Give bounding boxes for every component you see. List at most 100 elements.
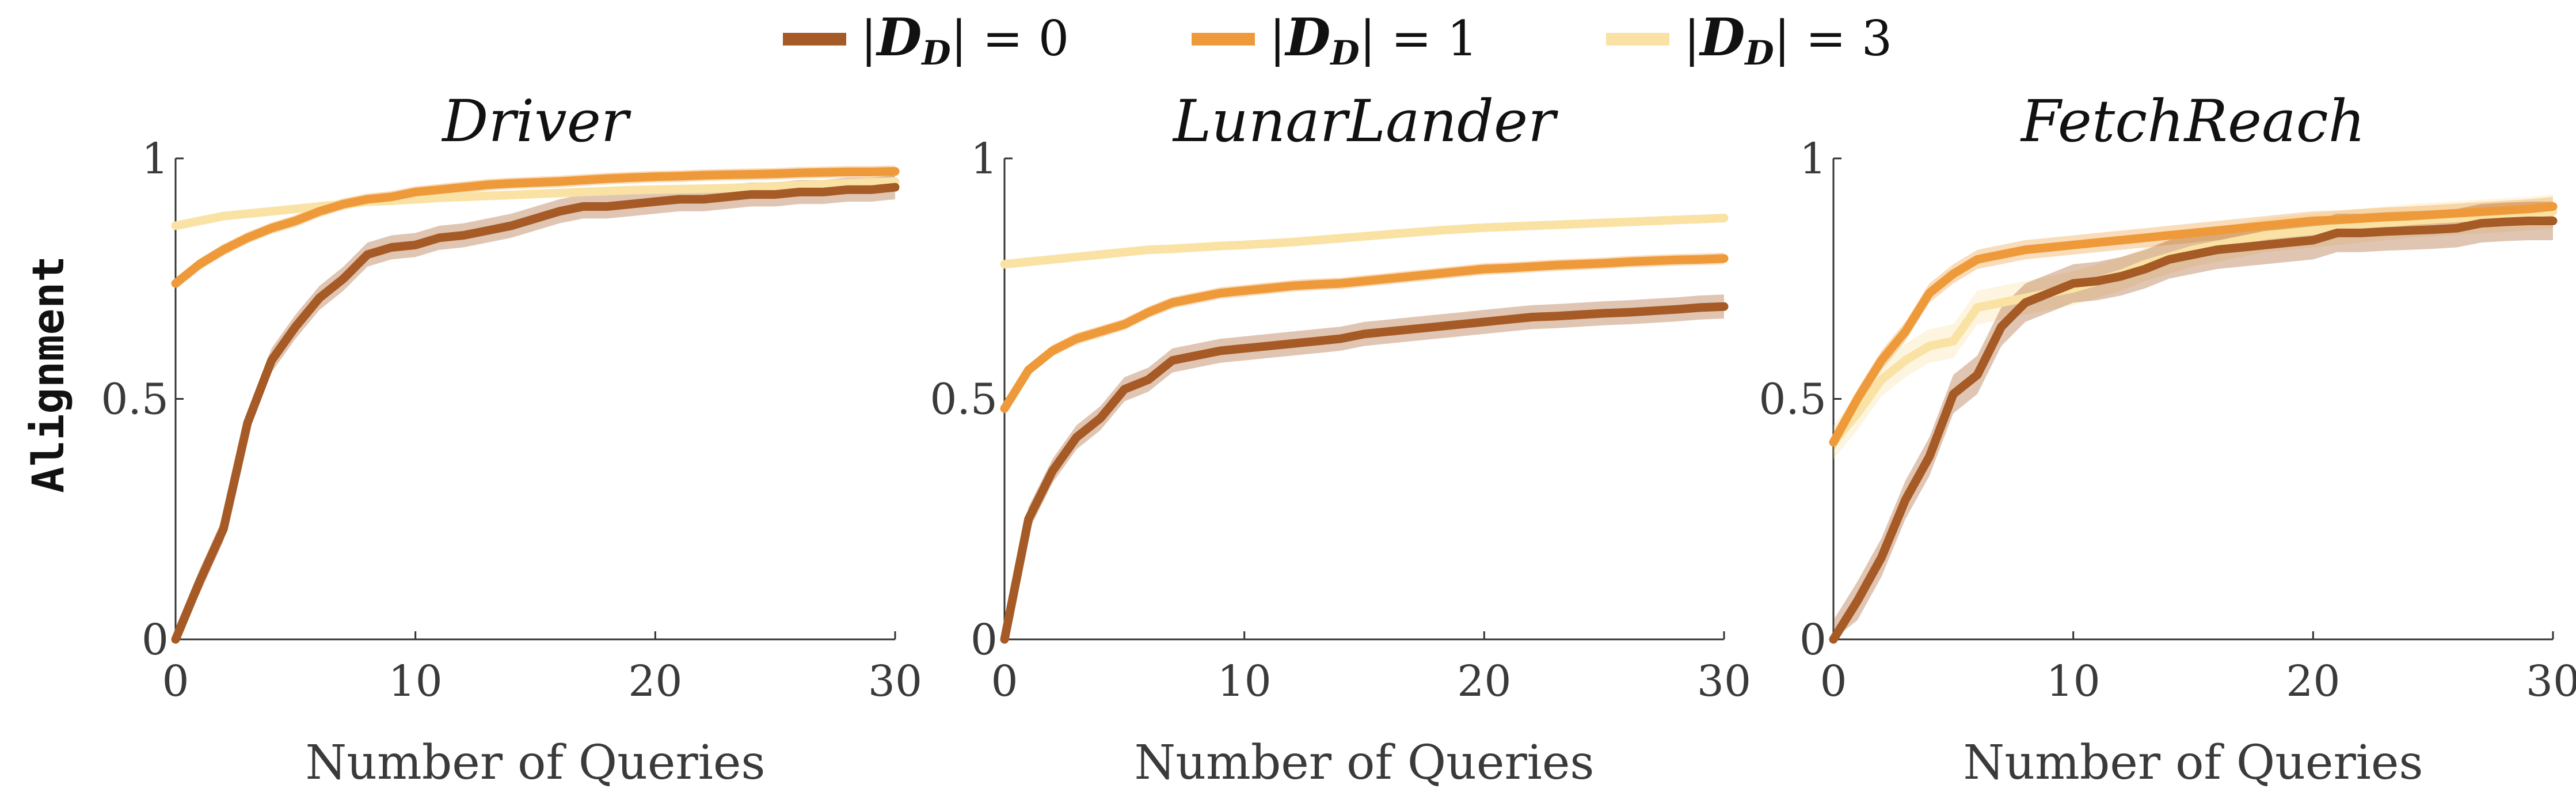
data-point-d0 [2168, 259, 2170, 260]
series-band-d1 [1833, 196, 2553, 452]
data-point-d3 [1268, 243, 1269, 244]
data-point-d0 [391, 247, 392, 248]
data-point-d3 [223, 215, 224, 217]
y-tick-label: 1 [1799, 134, 1827, 184]
data-point-d3 [1436, 230, 1437, 231]
data-point-d3 [1364, 236, 1365, 237]
x-tick-label: 10 [1217, 657, 1272, 706]
x-axis-title: Number of Queries [1964, 736, 2423, 790]
data-point-d1 [1172, 302, 1173, 303]
data-point-d3 [1953, 340, 1954, 342]
x-tick-label: 30 [1697, 657, 1751, 706]
data-point-d3 [1148, 249, 1149, 251]
data-point-d3 [1220, 245, 1221, 247]
data-point-d1 [511, 183, 512, 184]
data-point-d1 [1268, 288, 1269, 289]
data-point-d3 [1508, 226, 1509, 228]
legend-item-d3: |DD| = 3 [1606, 7, 1892, 73]
data-point-d1 [559, 181, 560, 182]
data-point-d1 [1004, 408, 1005, 409]
data-point-d1 [1483, 268, 1485, 270]
data-point-d0 [1905, 499, 1906, 501]
data-point-d1 [2337, 219, 2338, 221]
data-point-d1 [1148, 312, 1149, 313]
y-tick-label: 0.5 [1759, 375, 1827, 425]
data-point-d1 [2049, 247, 2050, 248]
data-point-d1 [2240, 228, 2242, 229]
legend-value: = 0 [983, 10, 1070, 67]
data-point-d3 [463, 196, 464, 198]
x-tick-label: 0 [991, 657, 1018, 706]
data-point-d1 [2121, 240, 2122, 241]
data-point-d3 [1196, 247, 1197, 248]
data-point-d0 [1508, 319, 1509, 320]
data-point-d1 [2025, 249, 2026, 251]
x-tick-label: 20 [2286, 657, 2340, 706]
data-point-d0 [1580, 314, 1581, 315]
data-point-d1 [487, 184, 488, 185]
data-point-d3 [751, 187, 752, 188]
y-tick-label: 0.5 [930, 375, 998, 425]
legend-label: |DD| = 0 [861, 7, 1069, 73]
data-point-d1 [1340, 283, 1341, 284]
panel-title: Driver [441, 88, 631, 155]
data-point-d1 [655, 176, 656, 177]
data-point-d3 [870, 182, 872, 183]
x-tick-label: 20 [1457, 657, 1511, 706]
data-point-d0 [2312, 240, 2314, 241]
y-tick-label: 1 [142, 134, 169, 184]
data-point-d0 [1833, 639, 1834, 640]
data-point-d3 [559, 192, 560, 194]
data-point-d3 [2312, 230, 2314, 231]
data-point-d0 [511, 225, 512, 226]
series-line-d0 [171, 183, 900, 644]
data-point-d1 [2096, 242, 2098, 243]
data-point-d1 [1555, 264, 1557, 266]
legend-label: |DD| = 3 [1684, 7, 1892, 73]
data-point-d3 [2001, 302, 2002, 303]
data-point-d1 [2552, 206, 2554, 207]
y-tick-label: 0.5 [101, 375, 169, 425]
x-axis-title: Number of Queries [306, 736, 766, 790]
data-point-d0 [583, 206, 584, 207]
data-point-d3 [1857, 413, 1858, 414]
legend-item-d0: |DD| = 0 [783, 7, 1069, 73]
data-point-d1 [367, 199, 368, 200]
data-point-d1 [271, 228, 272, 229]
data-point-d1 [751, 174, 752, 175]
data-point-d3 [823, 184, 824, 185]
data-point-d0 [679, 199, 680, 200]
data-point-d1 [1244, 290, 1245, 291]
data-point-d0 [1292, 343, 1293, 344]
data-point-d0 [1196, 355, 1197, 356]
series-line-d0 [1000, 302, 1729, 644]
data-point-d0 [2025, 302, 2026, 303]
data-point-d3 [319, 206, 320, 207]
data-point-d0 [1028, 518, 1029, 520]
data-point-d1 [2480, 211, 2482, 213]
data-point-d3 [2265, 235, 2266, 236]
data-point-d1 [2408, 215, 2410, 217]
series-band-d1 [176, 165, 895, 290]
data-point-d3 [2193, 249, 2194, 251]
data-point-d1 [535, 182, 536, 183]
data-point-d0 [1953, 393, 1954, 395]
data-point-d0 [726, 196, 728, 198]
data-point-d0 [1929, 456, 1930, 457]
data-point-d3 [1052, 259, 1053, 260]
y-tick-label: 0 [971, 615, 998, 665]
legend: |DD| = 0 |DD| = 1 |DD| = 3 [783, 7, 1892, 73]
data-point-d1 [1124, 324, 1125, 325]
data-point-d0 [2408, 230, 2410, 231]
data-point-d0 [751, 194, 752, 195]
series-band-d0 [1004, 294, 1724, 639]
data-point-d1 [391, 196, 392, 198]
legend-value: = 3 [1806, 10, 1893, 67]
data-point-d0 [463, 235, 464, 236]
data-point-d0 [1977, 374, 1978, 376]
data-point-d1 [463, 187, 464, 188]
